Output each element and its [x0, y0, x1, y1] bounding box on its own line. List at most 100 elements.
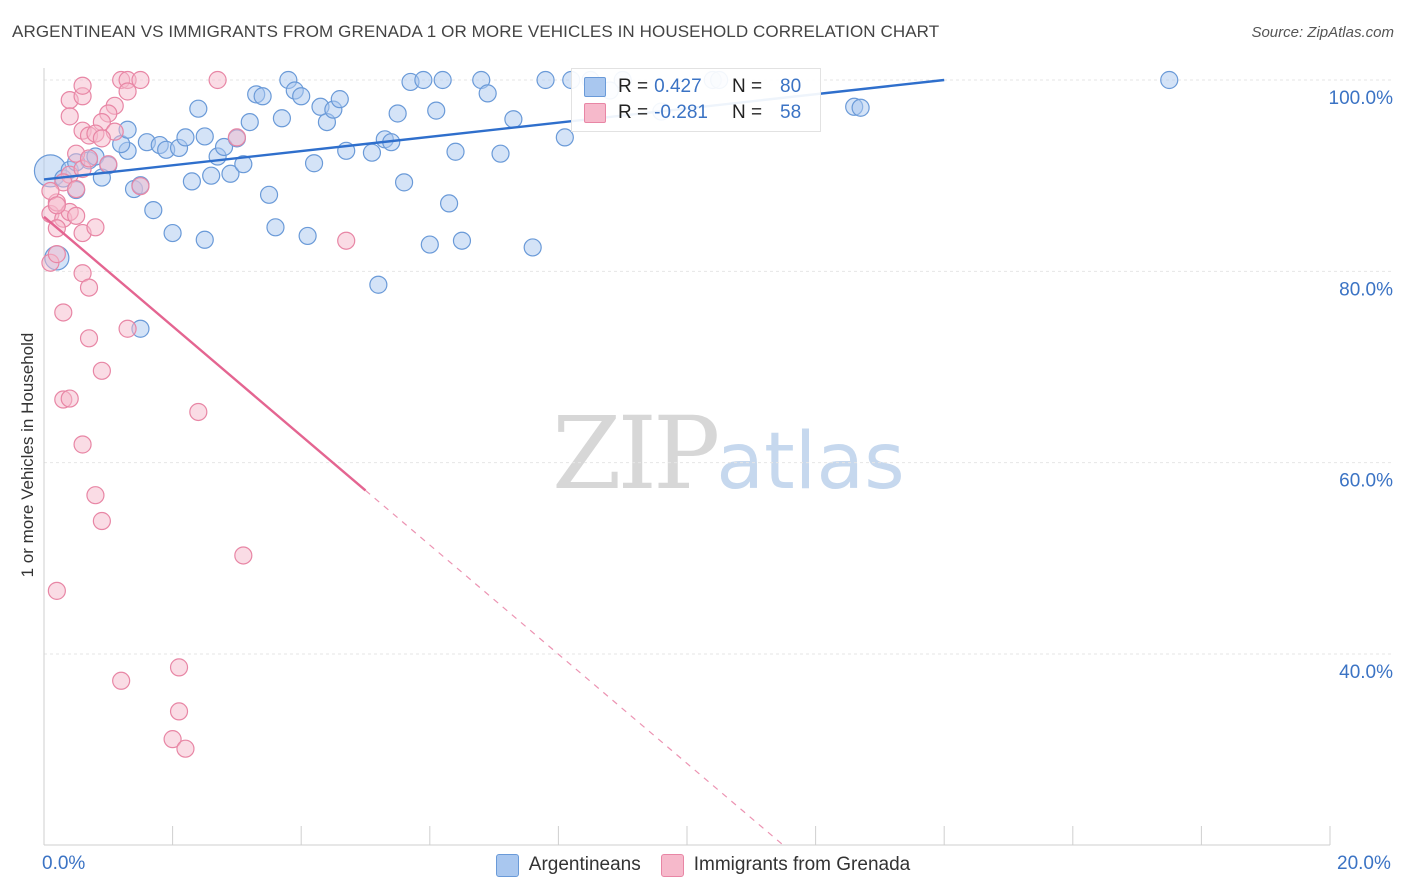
- argentineans-point: [144, 201, 163, 220]
- grenada-point: [67, 206, 86, 225]
- grenada-point: [47, 581, 66, 600]
- argentineans-point: [182, 172, 201, 191]
- grenada-point: [163, 730, 182, 749]
- argentineans-point: [478, 84, 497, 103]
- chart-title: ARGENTINEAN VS IMMIGRANTS FROM GRENADA 1…: [12, 22, 940, 41]
- grenada-point: [227, 128, 246, 147]
- grenada-point: [169, 658, 189, 677]
- watermark-atlas: atlas: [716, 417, 905, 507]
- n-value: 80: [780, 76, 802, 97]
- argentineans-point: [394, 173, 414, 192]
- r-label: R =: [618, 76, 649, 97]
- grenada-point: [112, 671, 131, 690]
- grenada-point: [86, 218, 105, 237]
- argentineans-point: [1160, 70, 1179, 90]
- grenada-point: [118, 319, 137, 338]
- grenada-legend-swatch: [660, 853, 684, 877]
- argentineans-point: [851, 98, 870, 117]
- argentineans-point: [523, 238, 542, 257]
- watermark-zip: ZIP: [552, 395, 720, 512]
- argentineans-point: [388, 104, 407, 123]
- argentineans-legend-swatch: [495, 853, 519, 877]
- argentineans-point: [362, 143, 382, 162]
- argentineans-point: [555, 128, 574, 147]
- grenada-point: [67, 179, 86, 199]
- stats-row-grenada: R = -0.281 N = 58: [584, 101, 801, 125]
- argentineans-point: [163, 223, 182, 243]
- grenada-swatch: [584, 103, 606, 123]
- argentineans-point: [234, 155, 253, 174]
- grenada-point: [176, 739, 195, 758]
- y-tick-label: 40.0%: [1339, 662, 1393, 683]
- grenada-point: [118, 82, 137, 101]
- grenada-point: [189, 402, 208, 422]
- argentineans-point: [195, 127, 214, 146]
- grenada-point: [79, 149, 99, 168]
- grenada-point: [60, 107, 79, 126]
- argentineans-point: [214, 137, 234, 157]
- r-value: 0.427: [654, 76, 702, 97]
- y-tick-label: 100.0%: [1329, 88, 1394, 109]
- r-label: R =: [618, 102, 649, 123]
- stats-legend: R = 0.427 N = 80 R = -0.281 N = 58: [571, 68, 821, 132]
- zipatlas-watermark: ZIPatlas: [552, 395, 905, 512]
- stats-row-argentineans: R = 0.427 N = 80: [584, 75, 801, 99]
- argentineans-point: [420, 235, 439, 254]
- argentineans-point: [369, 275, 388, 294]
- argentineans-point: [202, 166, 221, 185]
- argentineans-point: [266, 218, 285, 237]
- argentineans-point: [189, 99, 208, 118]
- grenada-point: [99, 155, 118, 174]
- argentineans-point: [446, 142, 465, 161]
- argentineans-point: [272, 109, 292, 128]
- argentineans-point: [330, 90, 349, 109]
- grenada-point: [73, 76, 92, 95]
- grenada-point: [47, 196, 66, 215]
- grenada-point: [131, 177, 150, 196]
- legend-label: Immigrants from Grenada: [693, 854, 911, 875]
- grenada-point: [54, 303, 73, 322]
- n-label: N =: [732, 76, 763, 97]
- grenada-point: [131, 70, 150, 90]
- grenada-point: [337, 231, 356, 250]
- grenada-trend-line: [43, 215, 367, 492]
- legend-label: Argentineans: [528, 854, 641, 875]
- n-label: N =: [732, 102, 763, 123]
- y-tick-label: 60.0%: [1339, 471, 1393, 492]
- argentineans-point: [414, 70, 433, 90]
- grenada-point: [60, 389, 79, 408]
- argentineans-point: [536, 70, 555, 90]
- argentineans-point: [292, 87, 311, 106]
- grenada-point: [79, 329, 99, 348]
- legend-item-grenada[interactable]: Immigrants from Grenada: [660, 853, 911, 877]
- grenada-point: [169, 702, 189, 721]
- argentineans-point: [427, 101, 446, 120]
- grenada-point: [92, 511, 111, 531]
- argentineans-point: [221, 164, 240, 183]
- grenada-point: [234, 546, 253, 565]
- legend-item-argentineans[interactable]: Argentineans: [495, 853, 641, 877]
- grenada-point: [92, 361, 111, 380]
- grenada-point: [92, 129, 111, 148]
- argentineans-point: [240, 112, 259, 132]
- grenada-point: [47, 245, 66, 264]
- argentineans-point: [304, 154, 324, 173]
- grenada-point: [86, 486, 105, 505]
- argentineans-point: [433, 70, 452, 90]
- r-value: -0.281: [654, 102, 708, 123]
- argentineans-point: [491, 144, 510, 163]
- argentineans-point: [176, 128, 195, 147]
- argentineans-point: [439, 194, 459, 213]
- x-axis-min-label: 0.0%: [42, 853, 86, 874]
- grenada-trend-extrapolation: [365, 489, 784, 846]
- n-value: 58: [780, 102, 802, 123]
- argentineans-point: [195, 230, 214, 249]
- argentineans-point: [452, 231, 472, 250]
- grenada-point: [73, 435, 92, 454]
- argentineans-point: [253, 87, 272, 106]
- argentineans-point: [504, 110, 523, 129]
- source-credit: Source: ZipAtlas.com: [1251, 24, 1394, 41]
- y-tick-label: 80.0%: [1339, 279, 1393, 300]
- grenada-point: [79, 278, 99, 297]
